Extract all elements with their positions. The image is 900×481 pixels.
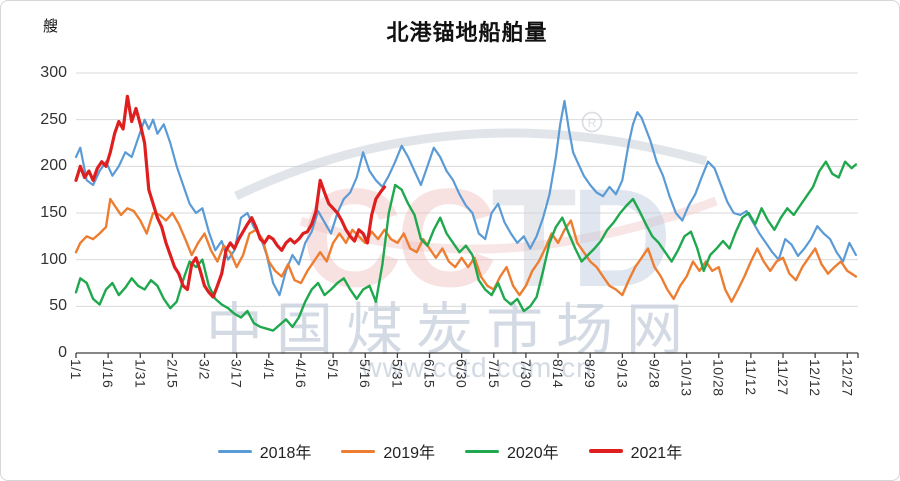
x-axis-label: 1/1	[68, 359, 84, 380]
x-axis-label: 10/28	[710, 359, 727, 397]
x-axis-label: 11/12	[742, 359, 759, 396]
x-axis-label: 3/2	[196, 359, 213, 380]
legend-swatch	[217, 449, 252, 453]
legend-swatch	[588, 449, 623, 453]
x-axis-label: 10/13	[678, 359, 695, 397]
x-axis-label: 5/16	[357, 359, 374, 389]
series-line-2021	[74, 94, 387, 299]
legend-item-2018: 2018年	[217, 439, 312, 463]
y-axis-label: 150	[40, 204, 67, 221]
legend-swatch	[465, 449, 499, 453]
x-axis-label: 2/15	[164, 359, 181, 389]
x-axis	[75, 352, 859, 358]
legend-label: 2018年	[259, 445, 312, 462]
x-axis-label: 1/16	[100, 359, 117, 389]
gridlines	[76, 72, 858, 307]
y-axis-label: 300	[40, 64, 67, 81]
svg-text:R: R	[588, 116, 597, 130]
legend-label: 2019年	[383, 445, 435, 462]
x-axis-label: 9/28	[646, 359, 663, 389]
legend-item-2021: 2021年	[588, 439, 683, 463]
x-axis-label: 5/31	[389, 359, 406, 389]
legend: 2018年 2019年 2020年 2021年	[1, 439, 899, 463]
x-axis-label: 11/27	[775, 359, 791, 396]
x-axis-label: 3/17	[228, 359, 245, 389]
x-axis-label: 8/29	[582, 359, 599, 389]
watermark-swoosh-gray	[234, 128, 708, 201]
legend-label: 2021年	[630, 445, 683, 462]
x-axis-label: 8/14	[550, 359, 567, 389]
x-axis-label: 6/15	[421, 359, 438, 389]
chart-title: 北港锚地船舶量	[386, 20, 548, 45]
series-line-2020	[74, 160, 858, 332]
x-axis-label: 9/13	[614, 359, 631, 389]
y-axis-label: 100	[40, 250, 67, 268]
x-axis-label: 6/30	[453, 359, 470, 389]
legend-swatch	[341, 449, 376, 453]
legend-item-2019: 2019年	[341, 439, 435, 463]
x-axis-label: 4/1	[260, 359, 277, 380]
legend-item-2020: 2020年	[465, 439, 559, 463]
y-axis-unit-label: 艘	[43, 18, 59, 35]
y-axis-label: 50	[49, 297, 67, 315]
series-line-2019	[74, 197, 858, 303]
x-axis-label: 12/12	[807, 359, 824, 397]
x-axis-label: 7/30	[517, 359, 534, 389]
registered-mark-icon: R	[581, 111, 603, 133]
series-lines	[74, 94, 858, 332]
x-axis-label: 1/31	[132, 359, 149, 389]
x-axis-label: 7/15	[485, 359, 502, 389]
x-axis-label: 4/16	[292, 359, 309, 389]
y-axis-label: 250	[40, 110, 67, 128]
x-axis-label: 12/27	[839, 359, 856, 397]
y-axis-label: 200	[40, 157, 67, 175]
series-line-2018	[74, 99, 858, 297]
x-axis-label: 5/1	[325, 359, 342, 380]
legend-label: 2020年	[507, 445, 559, 462]
y-axis-label: 0	[58, 344, 67, 361]
